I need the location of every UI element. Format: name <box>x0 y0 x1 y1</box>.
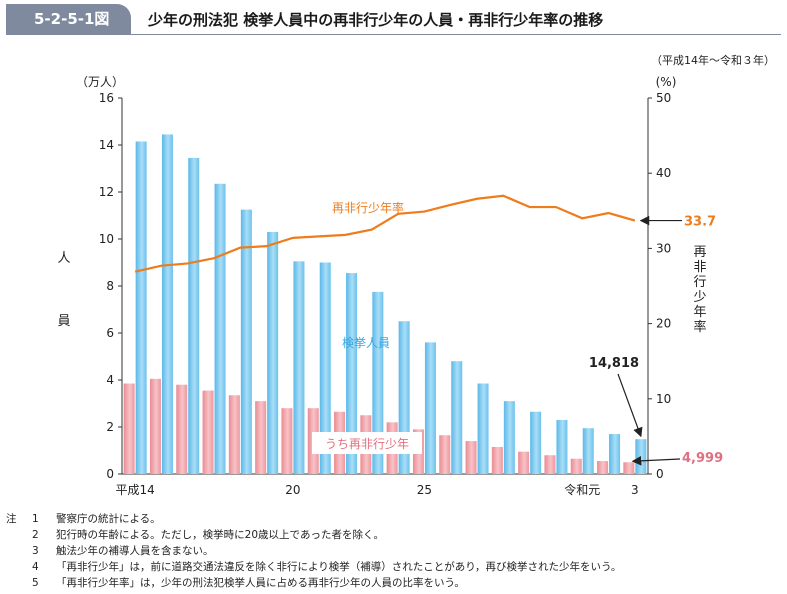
bar-arrests <box>135 141 147 474</box>
header-rule <box>131 34 781 35</box>
bar-arrests <box>503 401 515 474</box>
label-repeat: うち再非行少年 <box>325 437 409 451</box>
value-last-rate: 33.7 <box>684 215 716 230</box>
note-row-4: 4 「再非行少年」は，前に道路交通法違反を除く非行により検挙（補導）されたことが… <box>6 559 621 575</box>
left-tick-label: 8 <box>106 279 114 293</box>
right-axis-label-char: 行 <box>693 275 706 290</box>
x-tick-label: 3 <box>631 483 639 497</box>
bar-arrests <box>293 261 305 474</box>
left-tick-label: 4 <box>106 373 114 387</box>
note-number: 3 <box>32 545 39 557</box>
left-tick-label: 12 <box>99 185 114 199</box>
arrow-last-arrests <box>617 373 643 438</box>
note-row-1: 注 1 警察庁の統計による。 <box>6 511 621 527</box>
figure-header: 5-2-5-1図 少年の刑法犯 検挙人員中の再非行少年の人員・再非行少年率の推移 <box>0 0 787 40</box>
bar-repeat <box>439 435 451 474</box>
label-arrests: 検挙人員 <box>342 336 390 350</box>
note-text: 警察庁の統計による。 <box>56 513 161 525</box>
bar-repeat <box>149 378 161 474</box>
left-tick-label: 0 <box>106 467 114 481</box>
right-axis-label-char: 年 <box>693 305 706 320</box>
label-repeat-rate: 再非行少年率 <box>332 200 404 215</box>
bar-repeat <box>176 384 188 474</box>
note-number: 1 <box>32 513 39 525</box>
x-tick-label: 令和元 <box>564 482 600 497</box>
bar-repeat <box>123 383 135 474</box>
left-axis-label: 員 <box>57 314 70 329</box>
chart-area: 0 2 4 6 8 10 12 14 16 （万人） 人員 0 10 20 30 40 50 (%) 再非行少年率平… <box>57 75 723 497</box>
bar-repeat <box>281 408 293 474</box>
bar-repeat <box>228 395 240 474</box>
bar-repeat <box>255 401 267 474</box>
bar-arrests <box>398 321 410 474</box>
note-text: 「再非行少年」は，前に道路交通法違反を除く非行により検挙（補導）されたことがあり… <box>56 561 622 573</box>
figure-number: 5-2-5-1図 <box>6 4 131 35</box>
bar-arrests <box>451 361 463 474</box>
right-axis-unit: (%) <box>656 75 677 89</box>
bar-repeat <box>623 462 635 474</box>
figure-title: 少年の刑法犯 検挙人員中の再非行少年の人員・再非行少年率の推移 <box>148 11 604 29</box>
note-row-3: 3 触法少年の補導人員を含まない。 <box>6 543 621 559</box>
bar-repeat <box>597 461 609 474</box>
left-tick-label: 2 <box>106 420 114 434</box>
bar-arrests <box>424 342 436 474</box>
label-repeat-bg <box>312 432 422 454</box>
bar-repeat <box>544 455 556 474</box>
left-tick-label: 14 <box>99 138 114 152</box>
left-tick-label: 10 <box>99 232 114 246</box>
bar-arrests <box>319 262 331 474</box>
x-tick-label: 平成14 <box>116 483 155 497</box>
bar-arrests <box>267 231 279 474</box>
right-axis-label-char: 再 <box>693 245 706 260</box>
right-tick-label: 40 <box>656 166 671 180</box>
left-axis-unit: （万人） <box>76 75 124 89</box>
right-axis-label-char: 少 <box>693 290 706 305</box>
right-tick-label: 20 <box>656 317 671 331</box>
bar-repeat <box>202 390 214 474</box>
right-tick-label: 50 <box>656 91 671 105</box>
bar-repeat <box>518 451 530 474</box>
notes-head: 注 <box>6 513 17 525</box>
bar-arrests <box>188 157 200 475</box>
value-last-repeat: 4,999 <box>682 451 723 466</box>
x-tick-label: 20 <box>285 483 300 497</box>
bar-arrests <box>530 411 542 474</box>
left-tick-label: 16 <box>99 91 114 105</box>
x-tick-label: 25 <box>417 483 432 497</box>
bar-repeat <box>570 458 582 474</box>
bar-arrests <box>635 439 647 474</box>
bar-arrests <box>161 134 173 475</box>
note-row-2: 2 犯行時の年齢による。ただし，検挙時に20歳以上であった者を除く。 <box>6 527 621 543</box>
note-text: 「再非行少年率」は，少年の刑法犯検挙人員に占める再非行少年の人員の比率をいう。 <box>56 577 465 589</box>
bar-arrests <box>372 291 384 474</box>
right-axis-label-char: 率 <box>693 319 706 335</box>
right-tick-label: 10 <box>656 392 671 406</box>
left-tick-label: 6 <box>106 326 114 340</box>
notes: 注 1 警察庁の統計による。 2 犯行時の年齢による。ただし，検挙時に20歳以上… <box>6 511 621 591</box>
left-axis-label: 人 <box>57 251 70 266</box>
right-tick-label: 30 <box>656 241 671 255</box>
bar-arrests <box>609 434 621 474</box>
right-axis-label-char: 非 <box>693 260 706 275</box>
note-number: 5 <box>32 577 39 589</box>
bar-repeat <box>465 441 477 474</box>
arrow-last-repeat <box>631 456 681 466</box>
bar-arrests <box>240 209 252 474</box>
note-number: 4 <box>32 561 39 573</box>
note-text: 触法少年の補導人員を含まない。 <box>56 545 214 557</box>
value-last-arrests: 14,818 <box>589 356 639 371</box>
period-label: （平成14年～令和３年） <box>651 54 775 67</box>
note-row-5: 5 「再非行少年率」は，少年の刑法犯検挙人員に占める再非行少年の人員の比率をいう… <box>6 575 621 591</box>
line-repeat-rate <box>134 194 636 273</box>
bar-arrests <box>582 428 594 474</box>
note-text: 犯行時の年齢による。ただし，検挙時に20歳以上であった者を除く。 <box>56 529 384 541</box>
bar-arrests <box>556 419 568 474</box>
bar-arrests <box>477 383 489 474</box>
bar-repeat <box>491 446 503 474</box>
bar-arrests <box>346 273 358 474</box>
right-tick-label: 0 <box>656 467 664 481</box>
bar-arrests <box>214 183 226 474</box>
note-number: 2 <box>32 529 39 541</box>
